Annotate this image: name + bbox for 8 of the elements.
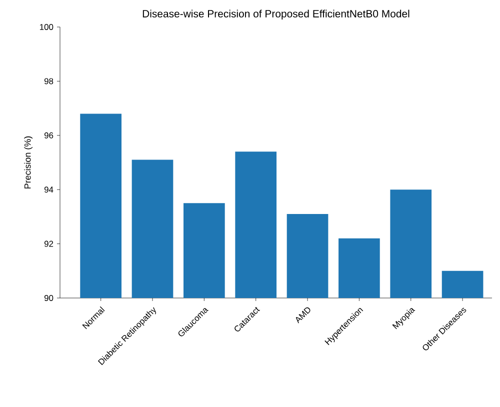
y-tick-label: 92 [44, 240, 54, 247]
y-tick-label: 96 [44, 132, 54, 138]
chart-title: Disease-wise Precision of Proposed EfficientNetB0 Model [142, 10, 410, 20]
y-tick-label: 94 [44, 186, 54, 193]
y-tick-label: 90 [44, 295, 54, 301]
y-tick-label: 98 [44, 78, 54, 84]
y-axis-title: Precision (%) [24, 136, 33, 188]
y-tick-label: 100 [40, 24, 54, 30]
